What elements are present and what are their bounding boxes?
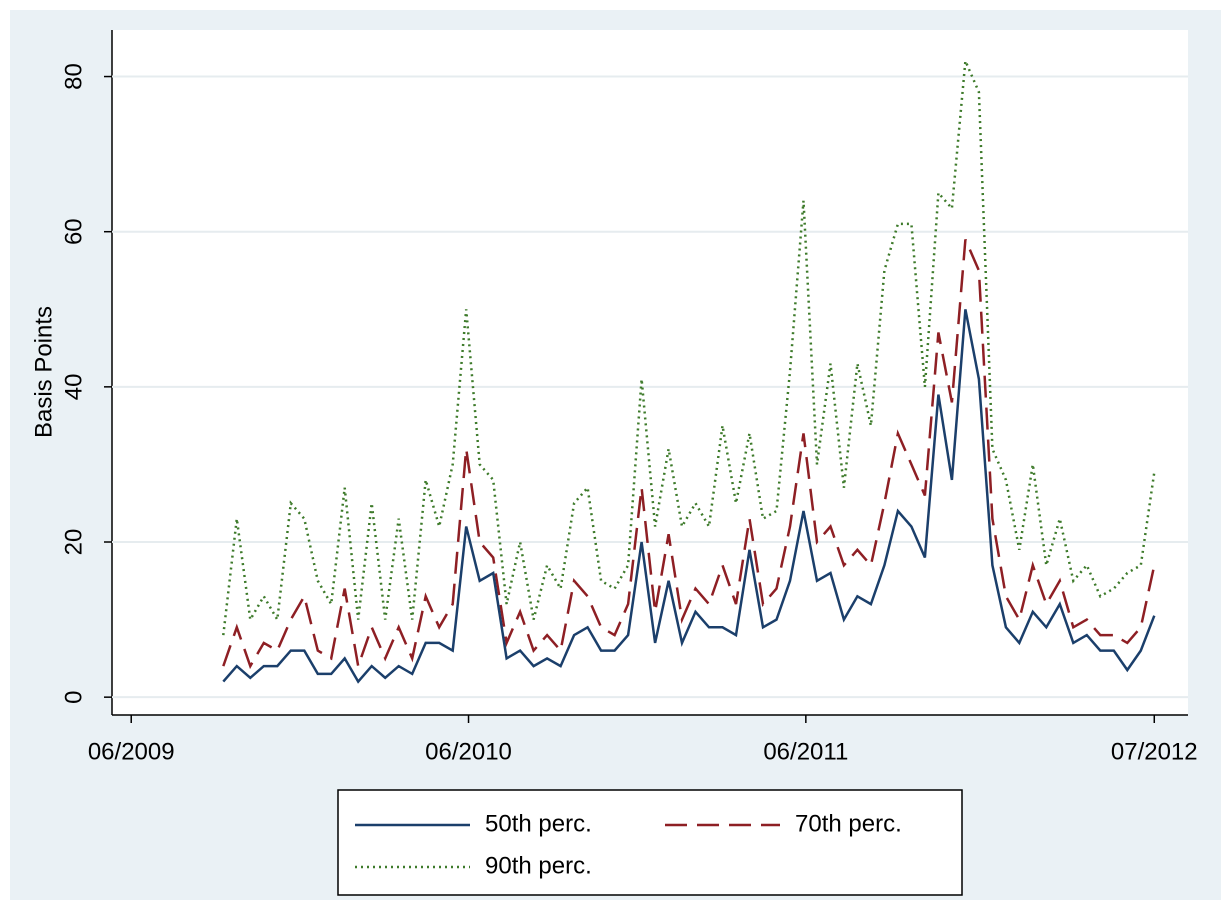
line-series — [222, 239, 1156, 672]
legend-label: 50th perc. — [485, 810, 592, 837]
y-tick-label: 60 — [60, 218, 87, 245]
y-tick-label: 0 — [60, 690, 87, 703]
y-axis-label: Basis Points — [30, 306, 57, 438]
y-tick-label: 20 — [60, 529, 87, 556]
legend — [337, 789, 963, 896]
line-series — [222, 309, 1156, 684]
y-tick-label: 40 — [60, 374, 87, 401]
x-tick-label: 06/2010 — [425, 738, 512, 765]
x-tick-label: 07/2012 — [1111, 738, 1198, 765]
x-tick-label: 06/2009 — [88, 738, 175, 765]
legend-label: 90th perc. — [485, 852, 592, 879]
legend-label: 70th perc. — [795, 810, 902, 837]
x-tick-label: 06/2011 — [763, 738, 848, 765]
y-tick-label: 80 — [60, 63, 87, 90]
